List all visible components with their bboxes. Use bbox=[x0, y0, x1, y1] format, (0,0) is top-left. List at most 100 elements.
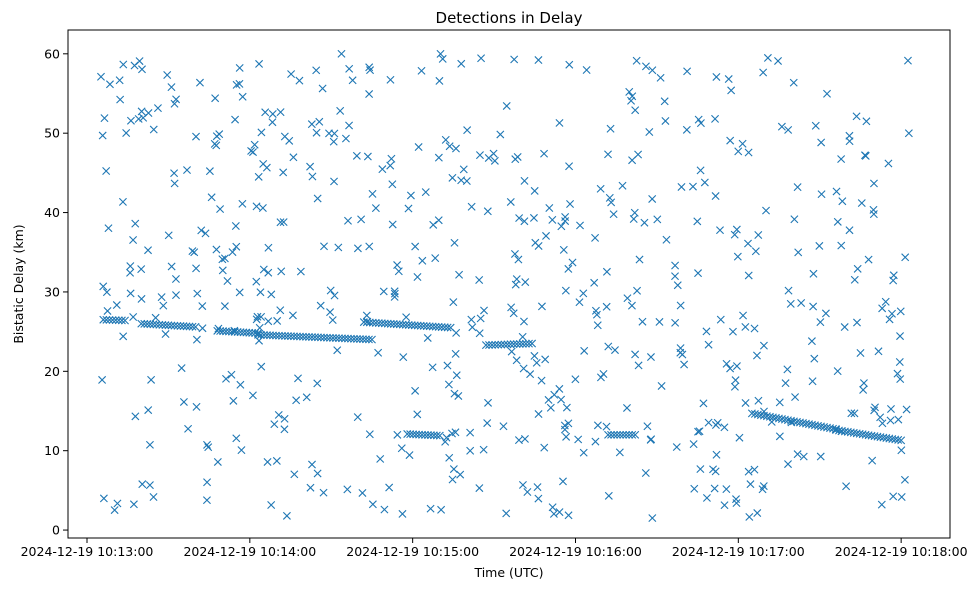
data-point bbox=[509, 340, 518, 349]
data-point bbox=[631, 430, 640, 439]
data-point bbox=[557, 222, 566, 231]
data-point bbox=[116, 95, 125, 104]
data-point bbox=[345, 64, 354, 73]
data-point bbox=[390, 287, 399, 296]
data-point bbox=[352, 151, 361, 160]
data-point bbox=[781, 379, 790, 388]
data-point bbox=[129, 313, 138, 321]
data-point bbox=[870, 406, 879, 415]
data-point bbox=[131, 219, 140, 228]
data-point bbox=[261, 108, 270, 117]
data-point bbox=[518, 480, 527, 489]
data-point bbox=[361, 335, 370, 344]
data-point bbox=[201, 229, 210, 238]
data-point bbox=[119, 60, 128, 69]
data-point bbox=[298, 332, 307, 341]
data-point bbox=[518, 332, 527, 341]
data-point bbox=[257, 362, 266, 371]
data-point bbox=[149, 125, 158, 134]
data-point bbox=[399, 353, 408, 362]
data-point bbox=[491, 340, 500, 349]
data-point bbox=[477, 54, 486, 63]
data-point bbox=[728, 327, 737, 336]
data-point bbox=[596, 373, 605, 382]
data-point bbox=[571, 375, 580, 384]
data-point bbox=[255, 336, 264, 345]
data-point bbox=[280, 331, 289, 340]
data-point bbox=[445, 453, 454, 462]
data-point bbox=[195, 78, 204, 87]
data-point bbox=[444, 380, 453, 389]
data-point bbox=[619, 430, 628, 439]
data-point bbox=[417, 66, 426, 75]
data-point bbox=[386, 319, 395, 328]
data-point bbox=[564, 511, 573, 520]
data-point bbox=[480, 306, 488, 315]
data-point bbox=[850, 275, 859, 284]
data-point bbox=[868, 456, 877, 465]
data-point bbox=[121, 316, 129, 325]
data-point bbox=[648, 514, 657, 523]
data-point bbox=[316, 301, 325, 310]
data-point bbox=[451, 428, 460, 437]
data-point bbox=[475, 151, 484, 160]
data-point bbox=[901, 253, 910, 262]
data-point bbox=[155, 320, 164, 329]
data-point bbox=[564, 419, 573, 428]
data-point bbox=[170, 179, 179, 188]
data-point bbox=[220, 302, 229, 311]
data-point bbox=[288, 311, 297, 320]
data-point bbox=[452, 328, 461, 337]
data-point bbox=[418, 430, 427, 439]
data-point bbox=[264, 317, 273, 326]
data-point bbox=[593, 421, 602, 430]
data-point bbox=[214, 324, 223, 333]
data-point bbox=[259, 265, 268, 274]
data-point bbox=[503, 340, 512, 349]
data-point bbox=[413, 321, 422, 330]
data-point bbox=[618, 181, 627, 190]
data-point bbox=[223, 277, 232, 286]
data-point bbox=[877, 500, 886, 509]
data-point bbox=[282, 511, 291, 520]
data-point bbox=[702, 493, 711, 502]
data-point bbox=[607, 430, 616, 439]
data-point bbox=[236, 380, 245, 389]
data-point bbox=[431, 322, 440, 331]
data-point bbox=[126, 262, 135, 271]
data-point bbox=[593, 321, 602, 330]
data-point bbox=[238, 92, 247, 101]
data-point bbox=[328, 333, 337, 342]
data-point bbox=[862, 117, 871, 126]
data-point bbox=[731, 376, 740, 385]
data-point bbox=[411, 386, 420, 395]
data-point bbox=[99, 282, 108, 291]
data-point bbox=[144, 406, 153, 415]
data-point bbox=[409, 430, 418, 439]
data-point bbox=[791, 393, 800, 402]
data-point bbox=[416, 321, 425, 330]
y-tick-label: 50 bbox=[44, 126, 60, 141]
data-point bbox=[118, 197, 127, 206]
data-point bbox=[192, 132, 200, 141]
data-point bbox=[192, 264, 201, 273]
data-point bbox=[696, 166, 705, 175]
data-point bbox=[661, 116, 670, 125]
data-point bbox=[521, 278, 530, 287]
data-point bbox=[808, 377, 817, 386]
data-point bbox=[564, 264, 573, 273]
data-point bbox=[434, 322, 443, 331]
data-point bbox=[886, 405, 895, 413]
data-point bbox=[856, 349, 865, 358]
data-point bbox=[694, 115, 703, 124]
data-point bbox=[235, 79, 244, 88]
data-point bbox=[365, 430, 374, 439]
data-point bbox=[368, 500, 377, 509]
data-point bbox=[432, 431, 441, 440]
data-point bbox=[540, 149, 549, 158]
data-point bbox=[376, 454, 385, 463]
data-point bbox=[397, 444, 406, 453]
data-point bbox=[363, 152, 372, 161]
data-point bbox=[903, 56, 912, 65]
data-point bbox=[419, 321, 428, 330]
